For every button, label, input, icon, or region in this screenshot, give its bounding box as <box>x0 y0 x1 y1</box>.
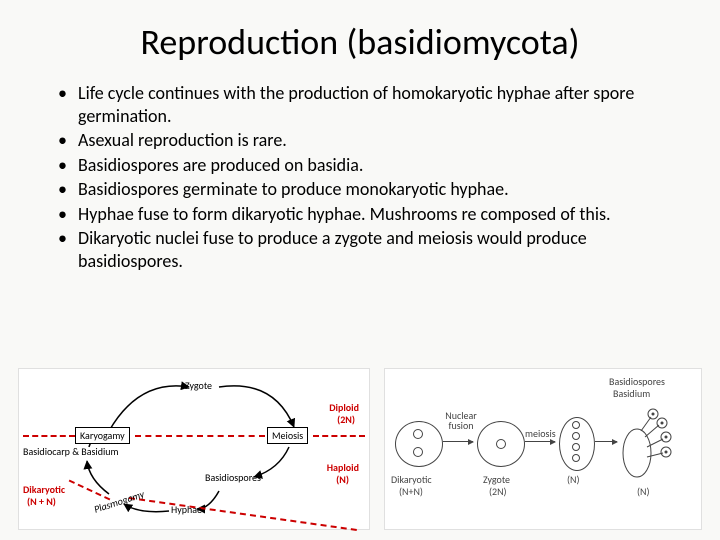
basidium-label: Basidium <box>613 387 650 400</box>
basidium-icon <box>621 403 681 483</box>
nucleus-icon <box>413 447 423 457</box>
dash-line <box>135 435 265 437</box>
basidiocarp-label: Basidiocarp & Basidium <box>23 445 119 458</box>
nucleus-icon <box>572 454 580 462</box>
bullet-item: Asexual reproduction is rare. <box>58 129 690 152</box>
nucleus-icon <box>572 432 580 440</box>
bullet-list: Life cycle continues with the production… <box>58 82 690 272</box>
basidium-cell <box>621 403 681 488</box>
nucleus-icon <box>572 421 580 429</box>
nucleus-icon <box>496 439 506 449</box>
basidiospores-label: Basidiospores <box>205 471 261 484</box>
dikaryotic-cell <box>395 421 443 467</box>
bullet-item: Basidiospores germinate to produce monok… <box>58 178 690 201</box>
bullet-item: Hyphae fuse to form dikaryotic hyphae. M… <box>58 203 690 226</box>
n-label: (N) <box>567 473 580 486</box>
arrow-icon <box>443 441 473 442</box>
hyphae-label: Hyphae <box>171 503 202 516</box>
diploid-note: (2N) <box>337 413 355 426</box>
bullet-item: Dikaryotic nuclei fuse to produce a zygo… <box>58 227 690 272</box>
nuclear-fusion-label: Nuclear fusion <box>441 411 481 431</box>
n-label: (N) <box>637 485 650 498</box>
meiosis-label: meiosis <box>525 427 556 440</box>
nucleus-icon <box>572 443 580 451</box>
zygote-note: (2N) <box>489 485 507 498</box>
bullet-item: Basidiospores are produced on basidia. <box>58 154 690 177</box>
arrow-icon <box>595 441 617 442</box>
slide-title: Reproduction (basidiomycota) <box>30 20 690 64</box>
diagram-row: Zygote Diploid (2N) Karyogamy Meiosis Ba… <box>0 368 720 530</box>
dash-line <box>313 435 365 437</box>
dikaryotic-note: (N+N) <box>399 485 423 498</box>
karyogamy-box: Karyogamy <box>75 427 130 444</box>
lifecycle-diagram: Zygote Diploid (2N) Karyogamy Meiosis Ba… <box>18 368 370 530</box>
slide: Reproduction (basidiomycota) Life cycle … <box>0 0 720 540</box>
meiosis-box: Meiosis <box>267 427 308 444</box>
zygote-label: Zygote <box>185 379 212 392</box>
nucleus-icon <box>413 429 423 439</box>
bullet-item: Life cycle continues with the production… <box>58 82 690 127</box>
basidium-diagram: Dikaryotic (N+N) Nuclear fusion Zygote (… <box>384 368 702 530</box>
dikaryotic-note: (N + N) <box>27 495 56 508</box>
arrow-icon <box>525 441 555 442</box>
haploid-note: (N) <box>336 473 349 486</box>
dash-line <box>23 435 75 437</box>
